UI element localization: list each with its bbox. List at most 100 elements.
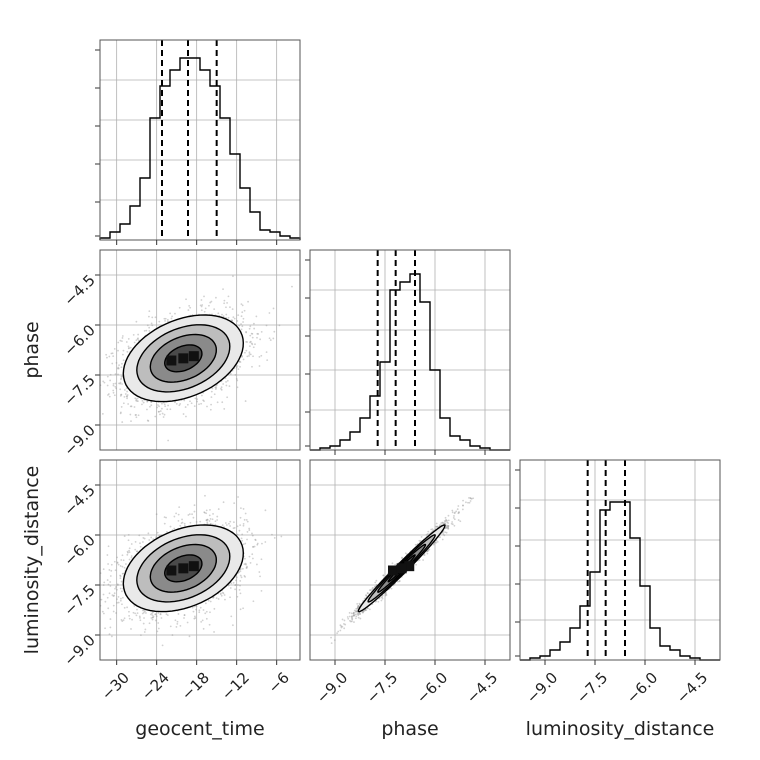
scatter-point: [135, 614, 138, 617]
scatter-point: [111, 594, 114, 597]
scatter-point: [239, 592, 242, 595]
scatter-point: [229, 373, 232, 375]
scatter-point: [124, 393, 127, 395]
histogram-bars: [99, 57, 301, 240]
scatter-point: [221, 591, 224, 594]
scatter-point: [200, 305, 203, 308]
scatter-point: [128, 551, 131, 554]
scatter-point: [245, 566, 248, 569]
scatter-point: [129, 405, 132, 408]
scatter-point: [266, 359, 269, 362]
scatter-point: [201, 304, 204, 306]
scatter-point: [252, 600, 255, 603]
scatter-point: [258, 571, 261, 573]
scatter-point: [177, 519, 180, 522]
scatter-point: [238, 571, 241, 574]
scatter-point: [248, 353, 251, 355]
scatter-point: [141, 399, 144, 402]
scatter-point: [133, 406, 136, 408]
scatter-point: [183, 399, 186, 402]
scatter-point: [137, 414, 140, 417]
scatter-point: [196, 398, 199, 401]
scatter-point: [239, 574, 242, 577]
scatter-point: [148, 622, 151, 625]
scatter-point: [120, 378, 122, 381]
scatter-point: [214, 523, 217, 526]
scatter-point: [225, 524, 228, 526]
grid: [544, 460, 696, 660]
scatter-point: [120, 393, 123, 396]
scatter-point: [171, 315, 173, 318]
density-cell: [178, 353, 189, 364]
scatter-point: [227, 295, 230, 298]
grid: [100, 250, 300, 450]
scatter-point: [232, 581, 235, 584]
scatter-point: [242, 524, 245, 527]
scatter-point: [120, 377, 123, 380]
scatter-point: [193, 510, 196, 513]
scatter-point: [126, 390, 128, 393]
scatter-point: [113, 592, 116, 595]
scatter-point: [128, 547, 131, 550]
scatter-point: [143, 617, 145, 619]
scatter-point: [112, 389, 115, 392]
scatter-point: [115, 387, 118, 390]
scatter-point: [198, 609, 201, 612]
scatter-point: [174, 312, 176, 315]
scatter-point: [222, 501, 225, 504]
scatter-point: [273, 330, 276, 333]
scatter-point: [206, 405, 208, 408]
y-tick-label: −7.5: [60, 371, 98, 409]
scatter-point: [174, 401, 176, 404]
scatter-point: [220, 386, 223, 389]
scatter-point: [242, 607, 245, 610]
scatter-point: [121, 565, 124, 568]
scatter-point: [203, 400, 205, 403]
scatter-point: [265, 324, 268, 327]
scatter-point: [112, 604, 115, 607]
scatter-point: [101, 610, 104, 613]
scatter-point: [104, 600, 107, 603]
scatter-point: [201, 619, 204, 622]
scatter-point: [209, 600, 212, 603]
scatter-point: [233, 526, 236, 529]
scatter-point: [209, 301, 212, 304]
scatter-point: [92, 557, 94, 559]
scatter-point: [108, 395, 111, 398]
scatter-point: [252, 355, 254, 358]
scatter-point: [210, 396, 213, 399]
scatter-point: [215, 386, 218, 389]
scatter-point: [254, 343, 256, 346]
marginal-luminosity-distance: [515, 459, 721, 661]
scatter-point: [261, 542, 263, 545]
scatter-point: [163, 516, 166, 519]
scatter-point: [214, 520, 217, 523]
scatter-point: [127, 347, 130, 350]
scatter-point: [236, 533, 239, 536]
scatter-point: [206, 518, 209, 521]
scatter-point: [183, 522, 186, 525]
scatter-point: [199, 304, 202, 307]
scatter-point: [133, 605, 136, 607]
scatter-point: [212, 513, 214, 515]
scatter-point: [198, 403, 200, 406]
scatter-point: [132, 611, 135, 614]
scatter-point: [109, 626, 112, 629]
scatter-point: [242, 317, 245, 320]
scatter-point: [190, 402, 193, 405]
scatter-point: [163, 403, 166, 406]
scatter-point: [202, 627, 205, 630]
scatter-point: [206, 522, 209, 525]
scatter-point: [120, 580, 123, 583]
scatter-point: [248, 529, 251, 532]
scatter-point: [271, 533, 273, 536]
scatter-point: [152, 538, 155, 541]
scatter-point: [223, 408, 226, 410]
scatter-point: [128, 347, 130, 349]
grid: [116, 40, 278, 240]
grid: [310, 289, 510, 411]
scatter-point: [205, 512, 208, 515]
scatter-point: [154, 619, 157, 622]
scatter-point: [179, 403, 182, 405]
scatter-point: [235, 366, 238, 369]
